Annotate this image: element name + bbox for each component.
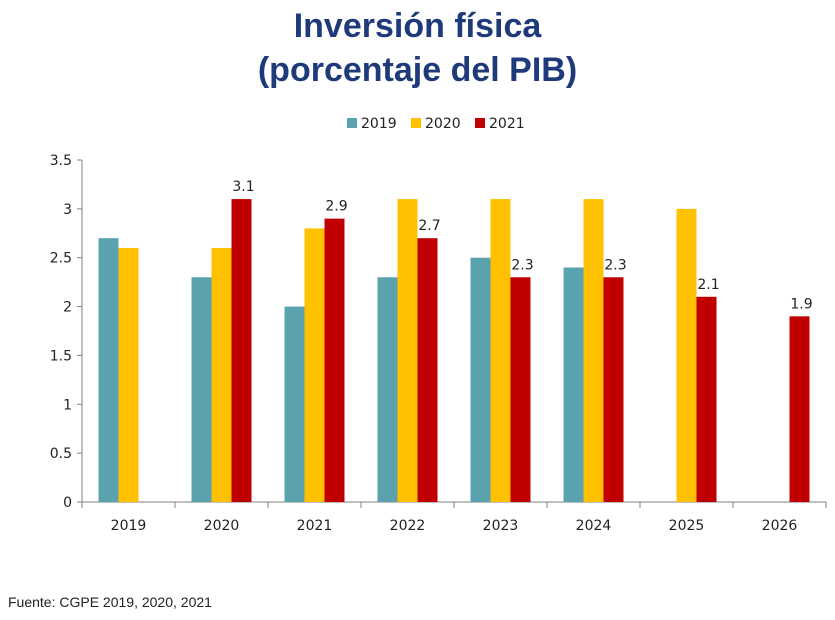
y-tick-label: 0.5 [50, 446, 72, 462]
data-label: 3.1 [232, 179, 254, 195]
legend-label: 2021 [489, 116, 525, 132]
bar-2020-2019 [118, 247, 139, 502]
y-tick-label: 3.5 [50, 153, 72, 169]
bar-2020-2021 [304, 228, 325, 502]
bar-2021-2022 [417, 238, 438, 502]
bar-2020-2023 [490, 199, 511, 503]
data-label: 2.9 [325, 199, 347, 215]
data-label: 2.1 [697, 277, 719, 293]
bar-2019-2020 [191, 277, 212, 502]
x-tick-label: 2024 [576, 518, 612, 534]
y-tick-label: 0 [63, 495, 72, 511]
bar-2020-2024 [583, 199, 604, 503]
x-tick-label: 2021 [297, 518, 333, 534]
bar-2021-2021 [324, 218, 345, 502]
bar-2019-2022 [377, 277, 398, 502]
chart-title-block: Inversión física (porcentaje del PIB) [0, 4, 835, 92]
bar-2021-2024 [603, 277, 624, 502]
data-label: 2.3 [511, 257, 533, 273]
chart-subtitle: (porcentaje del PIB) [257, 51, 578, 89]
legend-swatch-2019 [347, 118, 357, 128]
bar-2021-2020 [231, 199, 252, 503]
y-tick-label: 1.5 [50, 348, 72, 364]
legend-swatch-2021 [475, 118, 485, 128]
data-label: 1.9 [790, 296, 812, 312]
data-label: 2.3 [604, 257, 626, 273]
bar-2020-2020 [211, 247, 232, 502]
bar-2021-2026 [789, 316, 810, 502]
legend-label: 2020 [425, 116, 461, 132]
bar-2019-2024 [563, 267, 584, 502]
bar-2019-2021 [284, 306, 305, 502]
bar-chart: 0 0.5 1 1.5 2 2.5 3 3.5 2019 2020 2021 2022 2023 2024… [50, 116, 827, 534]
bar-2020-2025 [676, 208, 697, 502]
x-tick-label: 2022 [390, 518, 426, 534]
x-tick-label: 2019 [111, 518, 147, 534]
x-tick-label: 2026 [762, 518, 798, 534]
bar-2021-2023 [510, 277, 531, 502]
bar-2019-2019 [98, 238, 119, 502]
bar-2020-2022 [397, 199, 418, 503]
data-label: 2.7 [418, 218, 440, 234]
source-note: Fuente: CGPE 2019, 2020, 2021 [8, 594, 212, 610]
y-tick-label: 2 [63, 300, 72, 316]
y-tick-label: 3 [63, 202, 72, 218]
x-tick-label: 2020 [204, 518, 240, 534]
y-tick-label: 2.5 [50, 251, 72, 267]
legend-swatch-2020 [411, 118, 421, 128]
bar-2021-2025 [696, 296, 717, 502]
legend-label: 2019 [361, 116, 397, 132]
y-tick-label: 1 [63, 397, 72, 413]
x-tick-label: 2025 [669, 518, 705, 534]
chart-title: Inversión física [293, 7, 542, 45]
bar-2019-2023 [470, 257, 491, 502]
x-tick-label: 2023 [483, 518, 519, 534]
